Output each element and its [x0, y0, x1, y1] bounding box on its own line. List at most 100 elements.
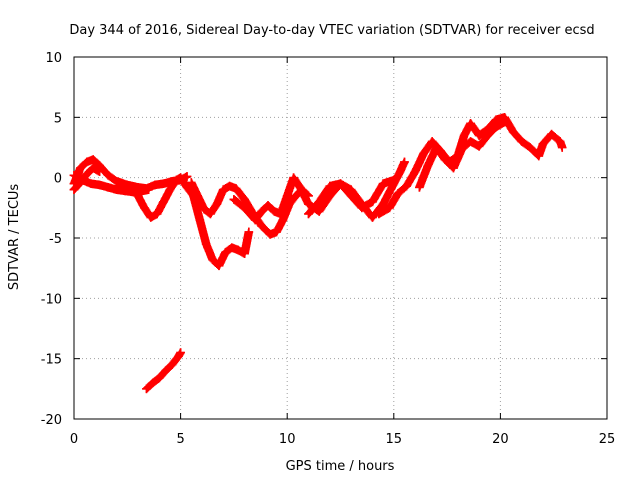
- data-point: [176, 173, 185, 182]
- data-point: [152, 209, 162, 219]
- data-point: [167, 360, 177, 369]
- data-point: [159, 197, 168, 207]
- data-point: [491, 122, 501, 132]
- y-tick-label: 10: [45, 51, 62, 66]
- data-point: [346, 185, 356, 195]
- data-point: [538, 139, 548, 149]
- data-point: [389, 179, 399, 188]
- y-axis-label: SDTVAR / TECUs: [7, 184, 22, 291]
- x-tick-label: 15: [386, 432, 403, 447]
- data-point: [385, 203, 394, 213]
- grid-lines: [74, 57, 607, 419]
- data-point: [112, 176, 121, 186]
- data-point: [395, 167, 405, 176]
- y-tick-label: 5: [54, 111, 62, 126]
- data-point: [440, 155, 450, 164]
- data-point: [419, 149, 428, 158]
- data-point: [154, 373, 164, 383]
- plot-frame: [73, 56, 608, 420]
- data-point: [95, 167, 104, 176]
- data-point: [457, 144, 467, 154]
- data-point: [423, 161, 433, 170]
- data-point: [393, 189, 403, 198]
- data-point: [214, 261, 224, 271]
- data-point: [129, 187, 138, 197]
- data-point: [263, 201, 273, 210]
- data-point: [314, 197, 324, 207]
- chart-title: Day 344 of 2016, Sidereal Day-to-day VTE…: [69, 23, 594, 38]
- data-point: [218, 185, 228, 195]
- data-point: [500, 117, 509, 127]
- data-point: [159, 179, 168, 188]
- data-point: [199, 204, 209, 214]
- y-tick-label: -15: [41, 353, 62, 368]
- x-tick-label: 5: [176, 432, 184, 447]
- data-point: [161, 366, 170, 376]
- data-point: [88, 163, 98, 173]
- y-tick-label: -10: [41, 292, 62, 307]
- axis-ticks: 0 5 10 15 20 25 -20 -15 -10 -5 0 5 10: [41, 51, 616, 447]
- data-point: [402, 181, 411, 191]
- data-point: [400, 157, 409, 167]
- data-point: [240, 203, 249, 213]
- data-point: [466, 137, 475, 146]
- data-point: [276, 209, 286, 219]
- series-track-g: [304, 157, 409, 222]
- data-point: [483, 131, 492, 140]
- data-point: [357, 199, 367, 209]
- data-point: [103, 183, 113, 192]
- data-point: [415, 183, 424, 192]
- data-point: [208, 255, 217, 265]
- data-point: [82, 169, 92, 179]
- data-point: [555, 137, 565, 146]
- data-point: [459, 131, 469, 140]
- data-point: [133, 191, 143, 201]
- data-point: [534, 151, 544, 161]
- data-point: [304, 209, 313, 219]
- data-series: [69, 113, 567, 394]
- data-point: [336, 179, 345, 188]
- data-point: [270, 207, 279, 216]
- data-point: [137, 186, 147, 196]
- data-point: [325, 181, 335, 191]
- data-point: [176, 348, 185, 357]
- data-point: [282, 191, 292, 201]
- data-point: [244, 227, 254, 237]
- x-tick-label: 10: [279, 432, 296, 447]
- data-point: [427, 137, 437, 146]
- data-point: [517, 137, 527, 146]
- data-point: [368, 197, 377, 207]
- data-point: [289, 173, 298, 182]
- y-tick-label: -20: [41, 413, 62, 428]
- data-point: [265, 230, 275, 239]
- data-point: [378, 179, 388, 188]
- data-point: [378, 199, 388, 209]
- data-point: [508, 127, 518, 137]
- data-point: [466, 119, 475, 128]
- data-point: [95, 180, 104, 190]
- data-point: [182, 172, 192, 181]
- data-point: [491, 115, 501, 125]
- data-point: [250, 215, 260, 225]
- data-point: [221, 248, 230, 257]
- series-track-c: [69, 163, 104, 195]
- data-point: [103, 170, 113, 180]
- data-point: [278, 215, 288, 225]
- data-point: [82, 157, 92, 167]
- y-tick-label: -5: [49, 232, 62, 247]
- data-point: [142, 384, 151, 394]
- data-point: [304, 199, 313, 209]
- data-point: [557, 143, 567, 152]
- series-track-i: [415, 117, 509, 192]
- data-point: [69, 185, 79, 195]
- data-point: [144, 185, 153, 195]
- data-point: [212, 199, 222, 209]
- data-point: [449, 163, 458, 173]
- data-point: [225, 181, 234, 191]
- series-track-h: [374, 113, 567, 219]
- data-point: [146, 213, 156, 222]
- data-point: [410, 167, 420, 176]
- data-point: [229, 195, 239, 204]
- data-point: [291, 191, 301, 201]
